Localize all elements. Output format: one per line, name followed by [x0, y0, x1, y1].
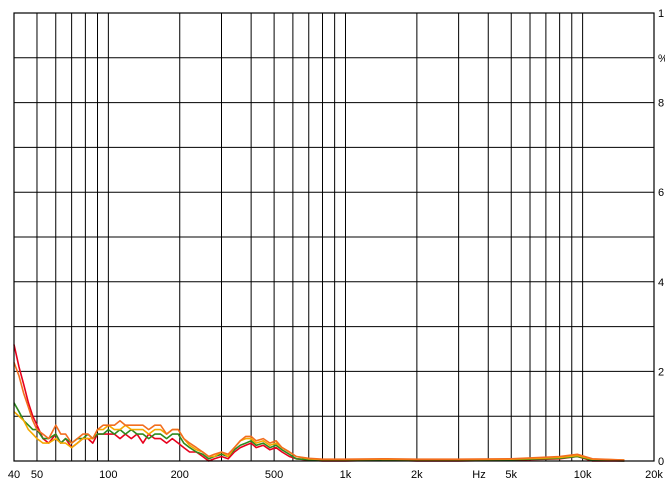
x-tick-label: 2k [411, 469, 423, 481]
y-tick-label: 6 [658, 187, 664, 199]
y-tick-label: 1 [658, 8, 664, 20]
series-line-4 [13, 362, 625, 461]
x-tick-label: 40 [8, 469, 20, 481]
x-tick-label: 5k [505, 469, 517, 481]
series-line-1 [13, 344, 625, 462]
series-lines [13, 344, 625, 462]
x-tick-label: 500 [265, 469, 283, 481]
series-line-3 [13, 411, 625, 461]
x-tick-label: 50 [31, 469, 43, 481]
y-axis-tick-labels: 0 2 4 6 8% 1 [658, 8, 665, 468]
x-tick-label: 20k [645, 469, 663, 481]
plot-frame [13, 12, 655, 462]
x-tick-label: 10k [574, 469, 592, 481]
x-tick-label: 200 [171, 469, 189, 481]
x-axis-unit-label: Hz [472, 469, 485, 481]
grid-lines [14, 13, 654, 461]
y-tick-label: % [658, 53, 665, 65]
y-tick-label: 2 [658, 366, 664, 378]
y-tick-label: 8 [658, 98, 664, 110]
plot-border [13, 12, 655, 462]
y-tick-label: 4 [658, 277, 664, 289]
x-axis-tick-labels: 40 50 100 200 500 1k 2k 5k 10k 20k [8, 469, 663, 481]
series-line-2 [13, 402, 625, 462]
y-tick-label: 0 [658, 456, 664, 468]
x-tick-label: 1k [340, 469, 352, 481]
x-tick-label: 100 [99, 469, 117, 481]
